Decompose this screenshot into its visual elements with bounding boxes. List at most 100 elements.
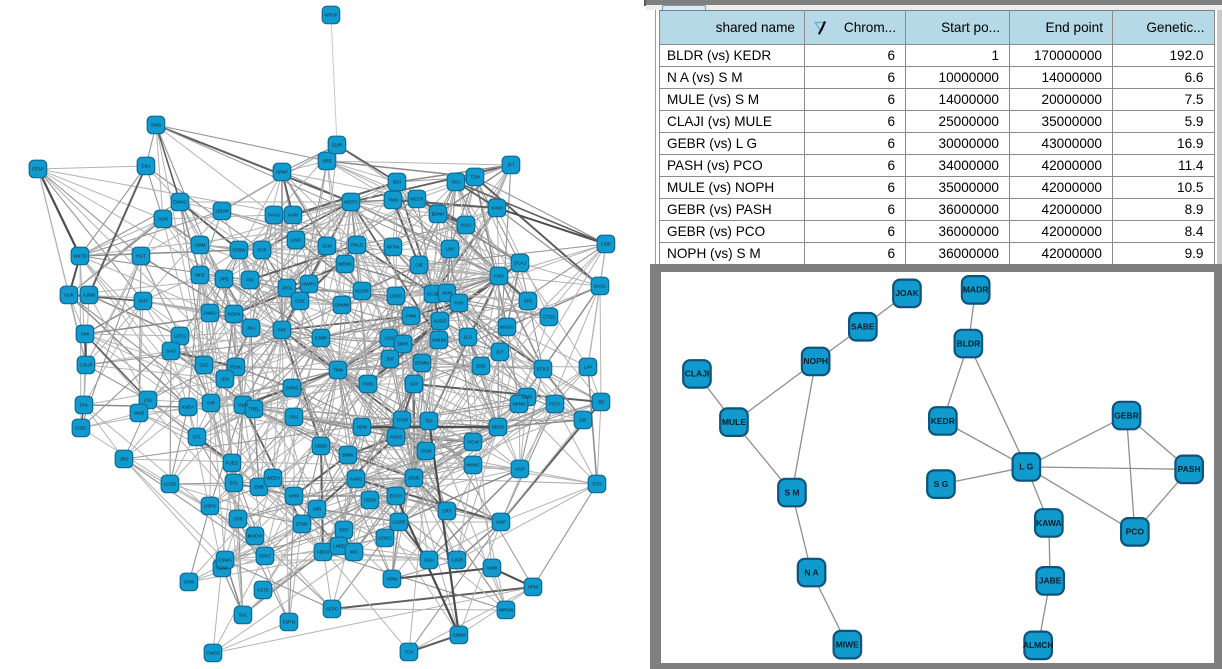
svg-text:BMW: BMW bbox=[343, 453, 355, 458]
svg-text:BDNH: BDNH bbox=[432, 212, 445, 217]
svg-text:KMI: KMI bbox=[81, 332, 89, 337]
svg-text:WPOF: WPOF bbox=[324, 13, 338, 18]
svg-text:FNI: FNI bbox=[246, 278, 253, 283]
svg-text:KHM: KHM bbox=[289, 494, 299, 499]
svg-text:PAAS: PAAS bbox=[268, 213, 280, 218]
svg-text:MFE: MFE bbox=[195, 273, 205, 278]
svg-text:EFKO: EFKO bbox=[537, 367, 550, 372]
svg-text:BTL: BTL bbox=[230, 481, 239, 486]
svg-text:ETWI: ETWI bbox=[296, 522, 307, 527]
svg-text:IBCI: IBCI bbox=[393, 180, 402, 185]
svg-text:KAWA: KAWA bbox=[1036, 518, 1062, 528]
svg-text:EMTN: EMTN bbox=[283, 620, 296, 625]
svg-text:SPBW: SPBW bbox=[232, 248, 246, 253]
svg-text:FICW: FICW bbox=[467, 440, 479, 445]
svg-text:CDDK: CDDK bbox=[364, 498, 377, 503]
svg-text:AGP: AGP bbox=[515, 467, 525, 472]
svg-text:FKA: FKA bbox=[452, 180, 461, 185]
svg-text:KOGR: KOGR bbox=[355, 289, 369, 294]
svg-text:FNO: FNO bbox=[494, 274, 504, 279]
svg-text:SABE: SABE bbox=[851, 322, 875, 332]
svg-text:HPM: HPM bbox=[387, 577, 397, 582]
svg-text:JKU: JKU bbox=[247, 326, 256, 331]
svg-text:S M: S M bbox=[784, 487, 799, 497]
svg-text:PCO: PCO bbox=[1126, 527, 1145, 537]
svg-text:ICLW: ICLW bbox=[421, 449, 433, 454]
svg-text:CBA: CBA bbox=[141, 164, 150, 169]
svg-text:S G: S G bbox=[934, 479, 949, 489]
svg-text:TPSR: TPSR bbox=[396, 418, 409, 423]
svg-text:TMS: TMS bbox=[388, 198, 398, 203]
svg-text:HPW: HPW bbox=[528, 585, 539, 590]
svg-text:TCA: TCA bbox=[405, 650, 414, 655]
svg-text:TDI: TDI bbox=[425, 419, 432, 424]
svg-text:KSTE: KSTE bbox=[257, 588, 269, 593]
svg-text:FHR: FHR bbox=[454, 301, 464, 306]
svg-text:MOTH: MOTH bbox=[344, 200, 357, 205]
svg-text:LCOD: LCOD bbox=[164, 482, 177, 487]
svg-text:ENB: ENB bbox=[254, 485, 263, 490]
svg-text:GPIK: GPIK bbox=[184, 580, 195, 585]
svg-text:LPDO: LPDO bbox=[390, 294, 403, 299]
svg-text:LGWE: LGWE bbox=[392, 520, 405, 525]
svg-text:FUEG: FUEG bbox=[226, 461, 239, 466]
svg-text:CSMG: CSMG bbox=[218, 558, 232, 563]
svg-text:SAO: SAO bbox=[166, 349, 176, 354]
svg-text:GBBM: GBBM bbox=[452, 633, 466, 638]
svg-text:TEM: TEM bbox=[470, 175, 480, 180]
svg-text:UWF: UWF bbox=[496, 520, 506, 525]
svg-text:UUK: UUK bbox=[64, 293, 74, 298]
svg-text:LAP: LAP bbox=[584, 365, 593, 370]
svg-text:HNWC: HNWC bbox=[466, 463, 481, 468]
svg-text:COW: COW bbox=[217, 566, 229, 571]
svg-text:SFK: SFK bbox=[524, 299, 533, 304]
svg-text:OHMW: OHMW bbox=[335, 303, 350, 308]
svg-text:ALMCH: ALMCH bbox=[1023, 640, 1054, 650]
svg-text:OPKT: OPKT bbox=[259, 554, 272, 559]
svg-text:GTL: GTL bbox=[193, 435, 202, 440]
svg-text:PKF: PKF bbox=[278, 328, 287, 333]
svg-text:WEMK: WEMK bbox=[338, 262, 352, 267]
svg-text:TREL: TREL bbox=[248, 407, 260, 412]
svg-text:JUT: JUT bbox=[496, 350, 504, 355]
svg-text:KOKN: KOKN bbox=[228, 312, 241, 317]
svg-text:LKG: LKG bbox=[384, 336, 394, 341]
svg-text:NOPH: NOPH bbox=[803, 356, 828, 366]
svg-text:EKD: EKD bbox=[476, 364, 486, 369]
svg-text:ANGE: ANGE bbox=[390, 435, 403, 440]
svg-text:JEME: JEME bbox=[408, 476, 420, 481]
svg-text:NPNO: NPNO bbox=[512, 402, 526, 407]
svg-text:JBO: JBO bbox=[120, 457, 129, 462]
svg-text:ODE: ODE bbox=[295, 299, 305, 304]
svg-text:SFP: SFP bbox=[410, 382, 419, 387]
svg-text:FCP: FCP bbox=[258, 248, 267, 253]
svg-text:CDEL: CDEL bbox=[75, 426, 88, 431]
svg-text:MULE: MULE bbox=[722, 417, 746, 427]
svg-text:WRNN: WRNN bbox=[499, 608, 513, 613]
svg-text:LNKE: LNKE bbox=[333, 544, 345, 549]
svg-text:GUR: GUR bbox=[332, 143, 343, 148]
svg-text:AJNM: AJNM bbox=[83, 293, 96, 298]
svg-text:GMS: GMS bbox=[522, 395, 532, 400]
svg-text:JCW: JCW bbox=[322, 244, 332, 249]
svg-text:NFTM: NFTM bbox=[387, 245, 400, 250]
svg-text:ADFO: ADFO bbox=[317, 550, 330, 555]
svg-text:PDJ: PDJ bbox=[290, 415, 299, 420]
svg-text:SWB: SWB bbox=[151, 123, 161, 128]
svg-text:MIWE: MIWE bbox=[836, 640, 859, 650]
svg-text:COUP: COUP bbox=[79, 363, 92, 368]
svg-text:AKW: AKW bbox=[442, 291, 453, 296]
svg-text:HGT: HGT bbox=[136, 254, 146, 259]
svg-text:AGR: AGR bbox=[158, 217, 169, 222]
svg-text:DCAJ: DCAJ bbox=[514, 261, 526, 266]
svg-text:N A: N A bbox=[804, 567, 818, 577]
svg-text:DIPR: DIPR bbox=[398, 342, 410, 347]
svg-text:JBI: JBI bbox=[598, 400, 605, 405]
svg-text:JABE: JABE bbox=[1039, 576, 1062, 586]
svg-text:DHL: DHL bbox=[79, 403, 88, 408]
svg-text:CRT: CRT bbox=[442, 509, 451, 514]
svg-text:PEWJ: PEWJ bbox=[230, 365, 243, 370]
svg-text:KAWI: KAWI bbox=[491, 206, 502, 211]
svg-text:ETH: ETH bbox=[593, 482, 602, 487]
svg-text:HWPU: HWPU bbox=[302, 282, 316, 287]
